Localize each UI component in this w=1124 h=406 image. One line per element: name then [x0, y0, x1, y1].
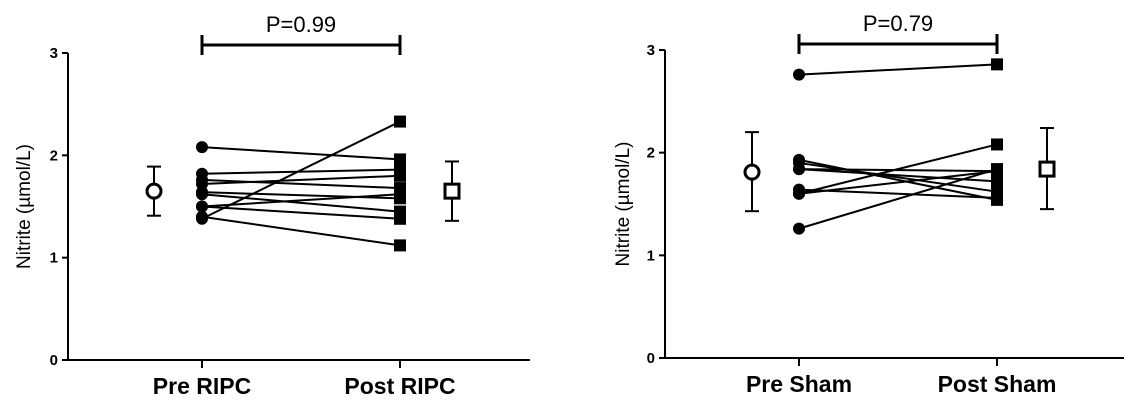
mean-marker-pre	[743, 163, 761, 181]
pair-line	[798, 188, 998, 199]
post-point	[394, 239, 406, 252]
y-tick-label: 2	[50, 147, 58, 164]
x-category-label: Post Sham	[938, 371, 1057, 397]
chart-panel-1: 0 1 2 3 Pre RIPC Post RIPC Nitrite (µmol/L) P=0…	[14, 12, 530, 399]
pair-line	[201, 205, 401, 220]
y-tick-label: 3	[50, 45, 58, 62]
y-tick-label: 1	[50, 250, 58, 267]
pre-point	[196, 188, 208, 201]
mean-marker-post	[443, 182, 461, 200]
pair-line	[201, 193, 401, 213]
pair-line	[201, 191, 401, 200]
y-axis-title: Nitrite (µmol/L)	[613, 142, 634, 267]
y-axis-title: Nitrite (µmol/L)	[14, 144, 35, 269]
x-category-label: Pre Sham	[746, 371, 852, 397]
pair-line	[201, 178, 401, 190]
pair-line	[798, 168, 998, 230]
p-value-label: P=0.79	[863, 11, 933, 36]
post-point	[991, 191, 1003, 204]
y-tick-label: 0	[647, 350, 655, 367]
chart-panel-2: 0 1 2 3 Pre Sham Post Sham Nitrite (µmol/L) P=0…	[613, 11, 1124, 397]
x-category-label: Pre RIPC	[153, 373, 251, 399]
pair-line	[798, 63, 998, 76]
x-category-label: Post RIPC	[344, 373, 455, 399]
p-value-label: P=0.99	[266, 12, 336, 37]
pair-line	[201, 168, 401, 175]
pair-line	[798, 158, 998, 201]
pair-line	[201, 215, 401, 247]
pair-line	[798, 161, 998, 193]
post-point	[991, 58, 1003, 71]
pair-line	[201, 146, 401, 161]
y-tick-label: 2	[647, 145, 655, 162]
pre-point	[793, 163, 805, 176]
post-point	[991, 163, 1003, 176]
pre-point	[793, 187, 805, 200]
y-tick-label: 3	[647, 42, 655, 59]
pair-line	[201, 120, 401, 220]
post-point	[394, 153, 406, 166]
post-point	[394, 188, 406, 201]
post-point	[394, 115, 406, 128]
mean-marker-post	[1038, 160, 1056, 178]
post-point	[394, 169, 406, 182]
pair-line	[201, 193, 401, 208]
post-point	[991, 138, 1003, 151]
pair-line	[798, 170, 998, 195]
pre-point	[196, 200, 208, 213]
pre-point	[793, 68, 805, 81]
y-tick-label: 1	[647, 247, 655, 264]
pair-line	[201, 174, 401, 185]
post-point	[394, 212, 406, 225]
pre-point	[196, 141, 208, 154]
pre-point	[196, 210, 208, 223]
post-point	[991, 175, 1003, 188]
y-tick-label: 0	[50, 352, 58, 369]
pre-point	[793, 222, 805, 235]
pair-line	[798, 143, 998, 195]
mean-marker-pre	[145, 182, 163, 200]
